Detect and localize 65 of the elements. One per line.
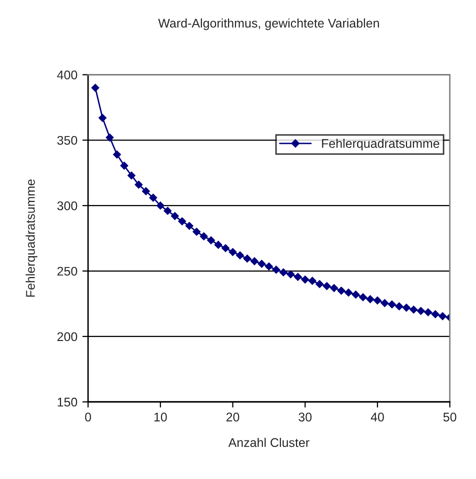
point (416, 306, 425, 315)
chart-title: Ward-Algorithmus, gewichtete Variablen (158, 18, 379, 30)
x-tick-label: 40 (370, 412, 384, 422)
y-tick-label: 400 (57, 70, 78, 80)
point (359, 293, 367, 302)
point (91, 84, 100, 92)
x-axis-title: Anzahl Cluster (228, 438, 310, 448)
point (170, 212, 179, 220)
point (164, 206, 172, 215)
point (272, 266, 280, 274)
x-tick-label: 30 (298, 412, 312, 422)
point (301, 276, 310, 284)
point (279, 268, 288, 276)
y-tick-label: 350 (57, 136, 78, 145)
x-tick-label: 50 (443, 412, 456, 422)
point (134, 180, 143, 189)
point (337, 286, 346, 295)
legend-label: Fehlerquadratsumme (322, 138, 440, 150)
point (431, 310, 440, 318)
point (352, 290, 360, 299)
point (438, 312, 447, 320)
point (316, 280, 324, 288)
point (98, 114, 106, 122)
point (113, 150, 121, 159)
point (330, 284, 338, 292)
point (424, 308, 432, 316)
point (236, 251, 244, 260)
point (185, 222, 194, 230)
point (243, 254, 252, 263)
point (395, 302, 404, 310)
point (128, 172, 136, 180)
point (178, 217, 186, 226)
x-tick-label: 10 (154, 412, 167, 422)
point (264, 262, 273, 270)
point (366, 295, 374, 304)
y-tick-label: 300 (57, 201, 78, 210)
point (286, 270, 295, 278)
point (142, 187, 150, 196)
point (388, 300, 396, 308)
point (374, 296, 382, 304)
y-tick-label: 200 (57, 332, 78, 342)
point (410, 306, 418, 314)
point (402, 304, 410, 312)
point (149, 194, 158, 202)
y-axis-title: Fehlerquadratsumme (26, 179, 38, 297)
point (214, 240, 222, 249)
point (228, 248, 237, 256)
point (308, 276, 316, 285)
point (156, 202, 164, 210)
point (106, 134, 114, 142)
point (250, 257, 258, 266)
point (192, 228, 201, 236)
point (207, 236, 216, 244)
point (294, 272, 302, 281)
point (322, 282, 331, 290)
point (222, 244, 230, 252)
point (120, 162, 128, 170)
x-tick-label: 20 (226, 412, 240, 422)
point (344, 288, 352, 297)
point (200, 232, 208, 240)
y-tick-label: 250 (57, 266, 78, 276)
x-tick-label: 0 (85, 412, 92, 422)
point (380, 299, 389, 308)
y-tick-label: 150 (58, 398, 78, 407)
point (258, 260, 266, 268)
